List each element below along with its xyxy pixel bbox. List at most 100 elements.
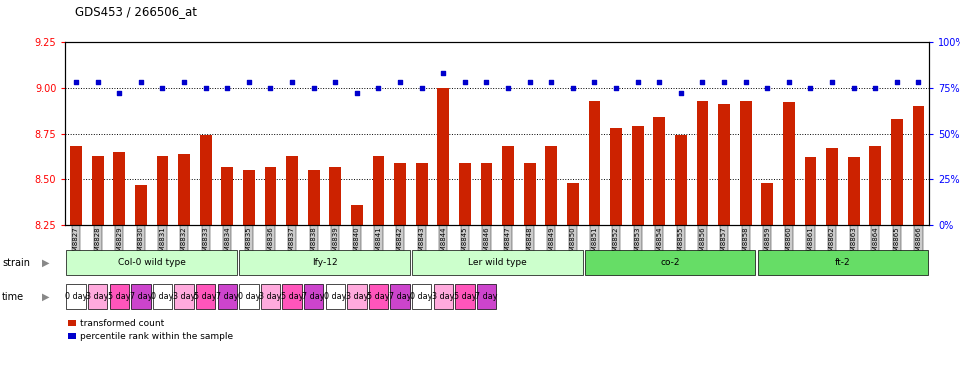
Text: 5 day: 5 day <box>368 292 390 301</box>
Point <box>198 85 213 91</box>
Bar <box>265 167 276 225</box>
Bar <box>848 157 859 225</box>
Bar <box>632 126 643 225</box>
Bar <box>697 101 708 225</box>
Text: Ler wild type: Ler wild type <box>468 258 527 267</box>
Text: 3 day: 3 day <box>173 292 195 301</box>
Bar <box>913 106 924 225</box>
Bar <box>135 185 147 225</box>
Bar <box>175 284 194 309</box>
Bar <box>459 163 470 225</box>
Bar <box>304 284 324 309</box>
Point <box>911 79 926 85</box>
Bar <box>68 333 76 339</box>
Point <box>436 70 451 76</box>
Bar <box>372 156 384 225</box>
Bar <box>783 102 795 225</box>
Bar <box>156 156 168 225</box>
Point <box>220 85 235 91</box>
Text: 3 day: 3 day <box>259 292 281 301</box>
Text: 7 day: 7 day <box>302 292 324 301</box>
Bar <box>675 135 686 225</box>
Text: co-2: co-2 <box>660 258 680 267</box>
Text: GDS453 / 266506_at: GDS453 / 266506_at <box>75 5 197 18</box>
Point <box>90 79 106 85</box>
Bar <box>132 284 151 309</box>
Bar <box>88 284 108 309</box>
Bar <box>585 250 756 275</box>
Text: 5 day: 5 day <box>454 292 476 301</box>
Text: 0 day: 0 day <box>65 292 87 301</box>
Text: 7 day: 7 day <box>216 292 238 301</box>
Point <box>846 85 861 91</box>
Point <box>177 79 192 85</box>
Point <box>716 79 732 85</box>
Bar <box>239 250 410 275</box>
Text: 0 day: 0 day <box>238 292 260 301</box>
Point <box>652 79 667 85</box>
Text: 5 day: 5 day <box>195 292 217 301</box>
Point <box>263 85 278 91</box>
Bar <box>351 205 363 225</box>
Bar <box>481 163 492 225</box>
Text: 0 day: 0 day <box>152 292 174 301</box>
Text: time: time <box>2 292 24 302</box>
Point <box>306 85 322 91</box>
Bar <box>438 88 449 225</box>
Text: 0 day: 0 day <box>411 292 433 301</box>
Point <box>479 79 494 85</box>
Bar <box>761 183 773 225</box>
Text: ▶: ▶ <box>42 292 50 302</box>
Bar <box>325 284 345 309</box>
Bar <box>282 284 301 309</box>
Point <box>825 79 840 85</box>
Bar <box>740 101 752 225</box>
Point <box>284 79 300 85</box>
Point <box>457 79 472 85</box>
Text: percentile rank within the sample: percentile rank within the sample <box>80 332 233 341</box>
Bar <box>412 284 431 309</box>
Bar <box>477 284 496 309</box>
Point <box>587 79 602 85</box>
Point <box>868 85 883 91</box>
Bar <box>434 284 453 309</box>
Bar <box>545 146 557 225</box>
Bar <box>348 284 367 309</box>
Text: 7 day: 7 day <box>130 292 152 301</box>
Point <box>738 79 754 85</box>
Bar <box>68 320 76 326</box>
Bar <box>757 250 928 275</box>
Point <box>803 85 818 91</box>
Text: lfy-12: lfy-12 <box>312 258 337 267</box>
Point <box>695 79 710 85</box>
Point <box>609 85 624 91</box>
Bar <box>369 284 388 309</box>
Bar <box>502 146 514 225</box>
Point <box>155 85 170 91</box>
Bar <box>391 284 410 309</box>
Bar <box>153 284 172 309</box>
Bar <box>611 128 622 225</box>
Bar <box>654 117 665 225</box>
Point <box>68 79 84 85</box>
Point <box>414 85 429 91</box>
Point <box>133 79 149 85</box>
Bar <box>222 167 233 225</box>
Text: 0 day: 0 day <box>324 292 347 301</box>
Text: ft-2: ft-2 <box>835 258 851 267</box>
Bar <box>70 146 82 225</box>
Bar <box>308 170 320 225</box>
Bar <box>891 119 902 225</box>
Bar <box>416 163 427 225</box>
Point <box>241 79 256 85</box>
Point <box>522 79 538 85</box>
Point <box>393 79 408 85</box>
Point <box>327 79 343 85</box>
Point <box>500 85 516 91</box>
Text: 5 day: 5 day <box>281 292 303 301</box>
Bar <box>92 156 104 225</box>
Text: 7 day: 7 day <box>475 292 497 301</box>
Bar <box>567 183 579 225</box>
Text: 3 day: 3 day <box>432 292 454 301</box>
Bar <box>588 101 600 225</box>
